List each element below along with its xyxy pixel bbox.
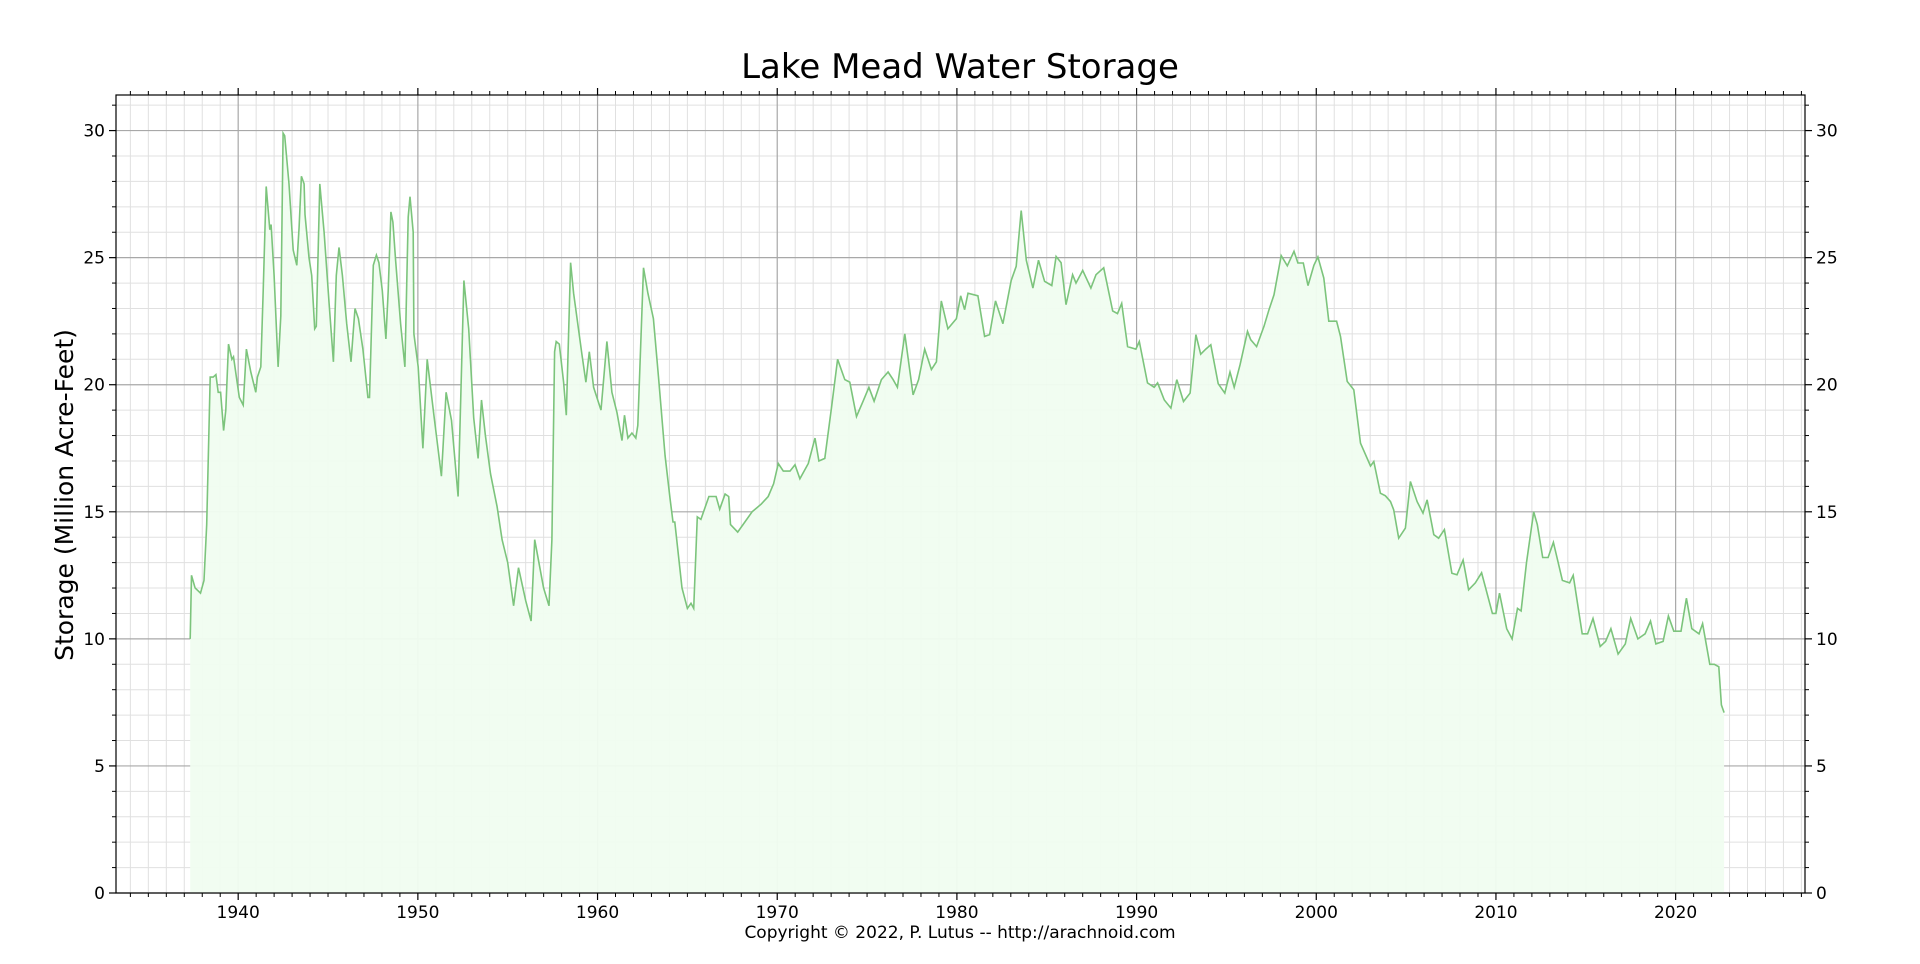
x-tick-label: 2000	[1295, 903, 1338, 923]
y-tick-label: 5	[94, 757, 105, 777]
copyright-footer: Copyright © 2022, P. Lutus -- http://ara…	[744, 923, 1175, 943]
y-tick-label: 15	[83, 503, 105, 523]
storage-area-fill	[190, 133, 1725, 894]
y-tick-label-right: 10	[1816, 630, 1838, 650]
y-tick-label: 30	[83, 122, 105, 142]
y-tick-label-right: 15	[1816, 503, 1838, 523]
y-tick-label-right: 25	[1816, 249, 1838, 269]
y-tick-label: 0	[94, 884, 105, 904]
x-tick-label: 1960	[576, 903, 619, 923]
storage-series-line	[189, 130, 1725, 713]
x-tick-label: 1980	[935, 903, 978, 923]
y-tick-labels-left: 0 5 10 15 20 25 30	[83, 122, 105, 904]
chart-title: Lake Mead Water Storage	[741, 47, 1179, 87]
y-axis-label: Storage (Million Acre-Feet)	[50, 329, 79, 661]
y-tick-labels-right: 0 5 10 15 20 25 30	[1816, 122, 1838, 904]
y-tick-label-right: 20	[1816, 376, 1838, 396]
y-tick-label: 20	[83, 376, 105, 396]
y-tick-label-right: 5	[1816, 757, 1827, 777]
x-tick-label: 1950	[396, 903, 439, 923]
axis-ticks	[109, 88, 1812, 900]
x-tick-label: 1990	[1115, 903, 1158, 923]
x-tick-label: 2020	[1654, 903, 1697, 923]
x-tick-labels: 1940 1950 1960 1970 1980 1990 2000 2010 2020	[217, 903, 1698, 923]
x-tick-label: 1970	[756, 903, 799, 923]
y-tick-label-right: 30	[1816, 122, 1838, 142]
x-tick-label: 1940	[217, 903, 260, 923]
plot-frame	[115, 94, 1806, 894]
y-tick-label-right: 0	[1816, 884, 1827, 904]
y-tick-label: 25	[83, 249, 105, 269]
x-tick-label: 2010	[1474, 903, 1517, 923]
y-tick-label: 10	[83, 630, 105, 650]
